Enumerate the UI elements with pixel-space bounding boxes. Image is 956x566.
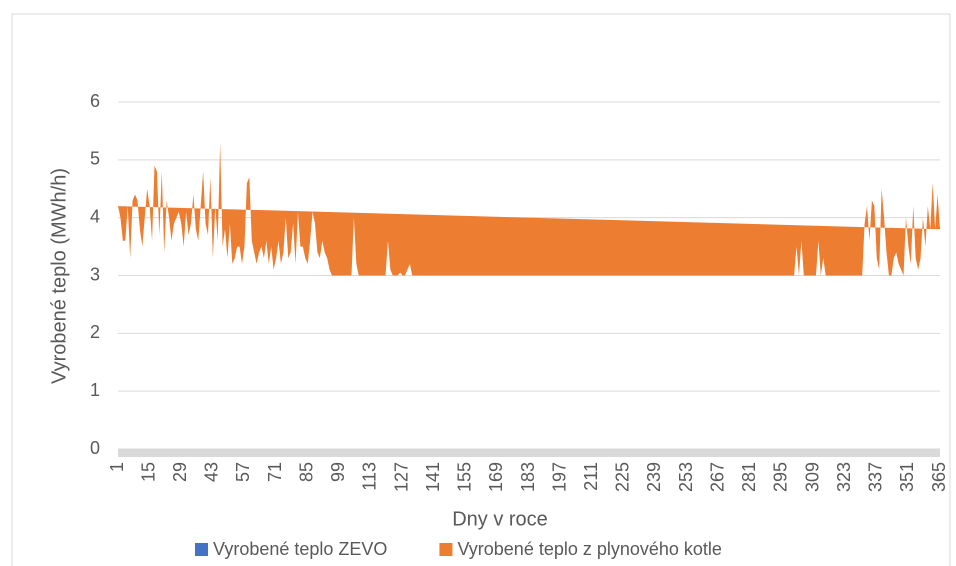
x-tick-label: 309 xyxy=(802,462,822,492)
x-tick-label: 1 xyxy=(107,462,127,472)
y-tick-label: 4 xyxy=(90,206,100,226)
x-tick-label: 211 xyxy=(581,462,601,491)
x-axis-band xyxy=(118,449,940,457)
y-axis-title: Vyrobené teplo (MWh/h) xyxy=(48,168,70,384)
x-tick-label: 365 xyxy=(929,462,949,492)
y-tick-label: 6 xyxy=(90,91,100,111)
legend-swatch xyxy=(439,543,453,556)
x-tick-label: 351 xyxy=(897,462,917,492)
y-tick-label: 0 xyxy=(90,438,100,458)
x-tick-label: 295 xyxy=(771,462,791,492)
x-tick-label: 155 xyxy=(455,462,475,492)
legend-label: Vyrobené teplo ZEVO xyxy=(213,539,387,559)
legend-swatch xyxy=(195,543,208,556)
x-tick-label: 197 xyxy=(549,462,569,492)
x-tick-label: 337 xyxy=(866,462,886,492)
x-tick-label: 43 xyxy=(202,462,222,482)
chart-frame xyxy=(11,13,951,566)
x-tick-label: 71 xyxy=(265,462,285,482)
x-tick-label: 253 xyxy=(676,462,696,492)
x-tick-label: 239 xyxy=(644,462,664,492)
y-tick-label: 5 xyxy=(90,149,100,169)
legend-label: Vyrobené teplo z plynového kotle xyxy=(457,539,722,559)
x-tick-label: 99 xyxy=(328,462,348,482)
x-tick-label: 225 xyxy=(613,462,633,492)
x-tick-label: 127 xyxy=(391,462,411,492)
x-tick-label: 113 xyxy=(360,462,380,491)
x-tick-label: 57 xyxy=(233,462,253,482)
x-tick-label: 183 xyxy=(518,462,538,492)
x-tick-label: 141 xyxy=(423,462,443,492)
x-tick-label: 29 xyxy=(170,462,190,482)
y-tick-label: 3 xyxy=(90,264,100,284)
area xyxy=(118,142,940,276)
x-tick-label: 267 xyxy=(707,462,727,492)
x-axis-title: Dny v roce xyxy=(452,508,548,530)
y-tick-label: 1 xyxy=(90,380,100,400)
x-tick-label: 85 xyxy=(296,462,316,482)
x-tick-label: 15 xyxy=(138,462,158,482)
y-tick-label: 2 xyxy=(90,322,100,342)
x-tick-label: 281 xyxy=(739,462,759,492)
x-tick-label: 323 xyxy=(834,462,854,492)
x-tick-label: 169 xyxy=(486,462,506,492)
